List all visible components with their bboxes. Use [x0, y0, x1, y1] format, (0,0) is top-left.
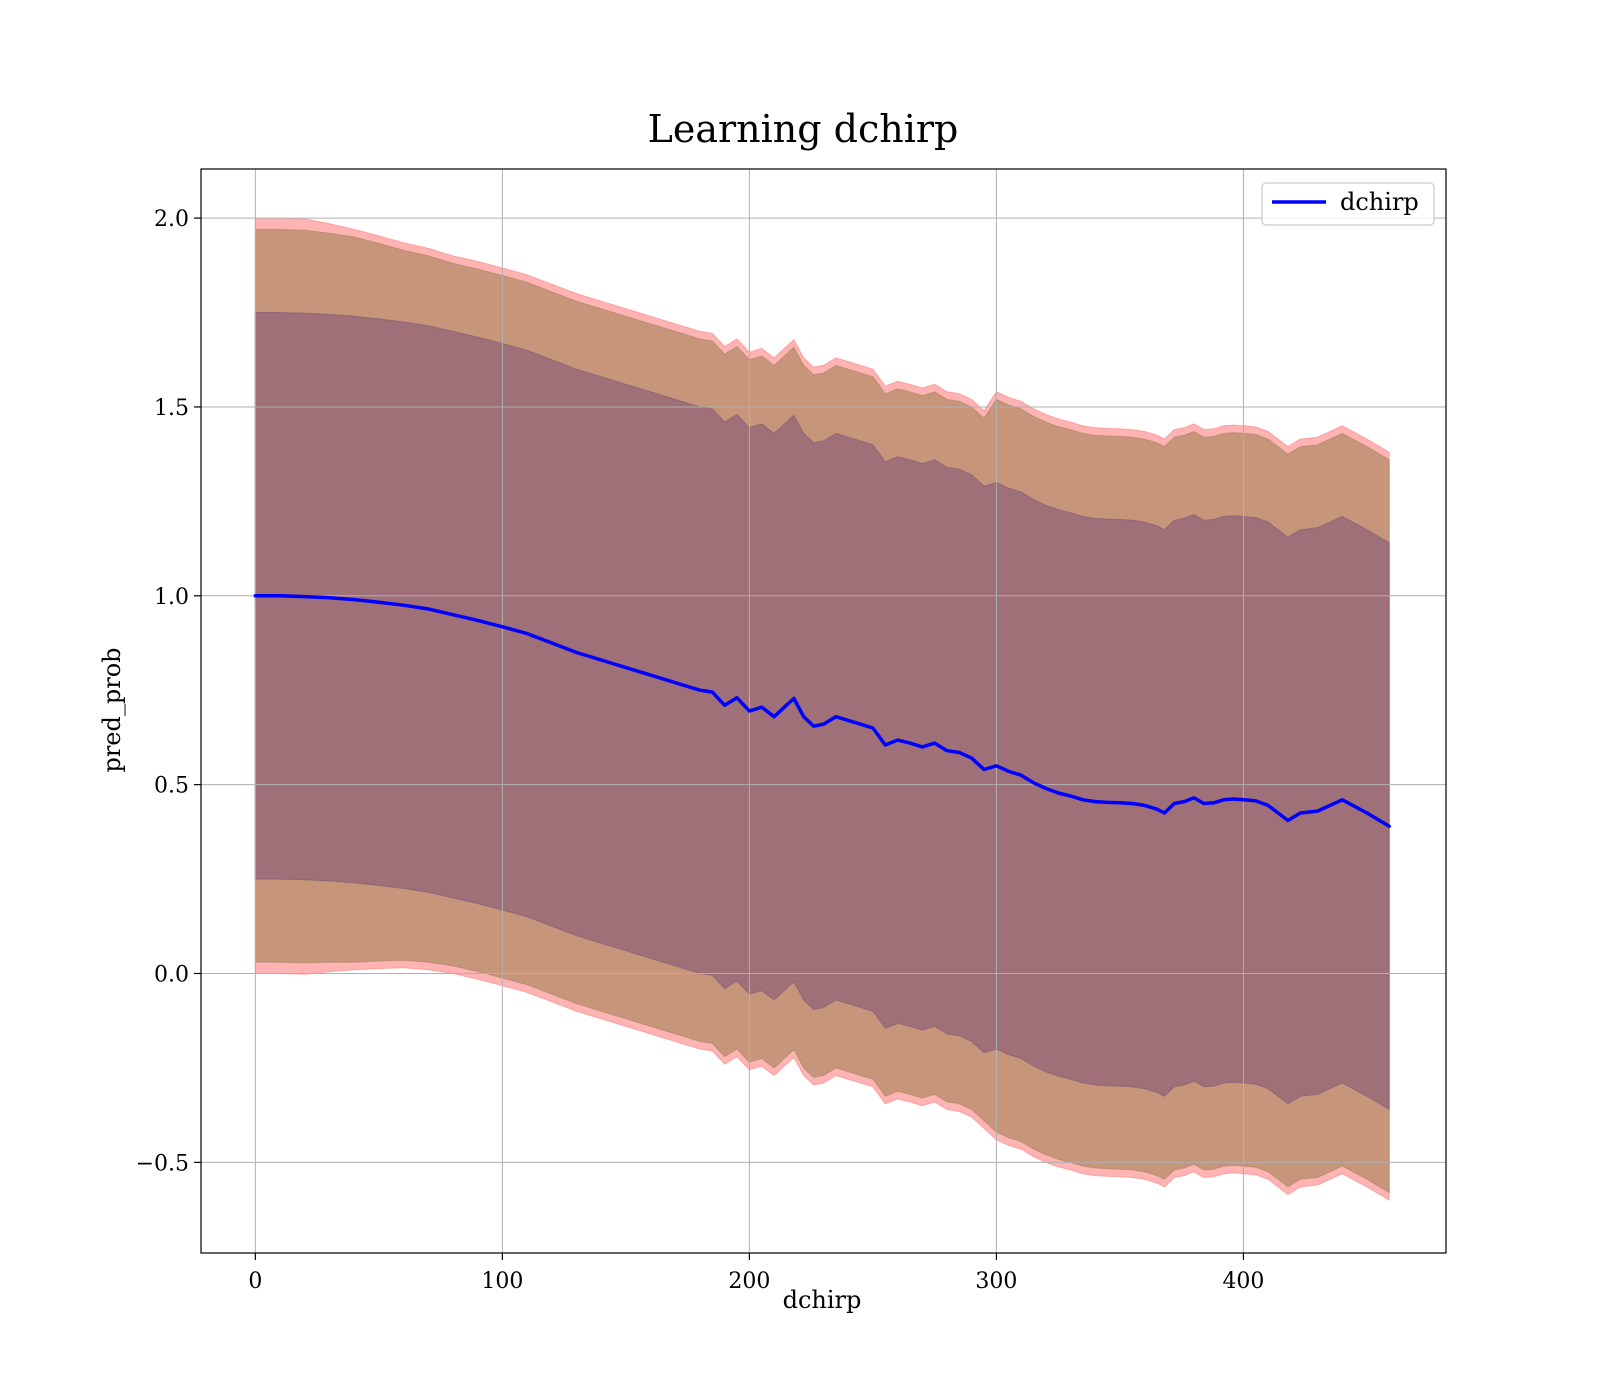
chart-title: Learning dchirp — [648, 107, 959, 151]
x-tick-label-4: 400 — [1222, 1269, 1264, 1294]
x-tick-label-1: 100 — [481, 1269, 523, 1294]
series-lines — [253, 594, 1391, 828]
plot-frame — [200, 168, 1447, 1254]
y-tick-label-4: 1.5 — [154, 396, 189, 421]
y-tick-label-2: 0.5 — [154, 774, 189, 799]
legend-label-dchirp: dchirp — [1340, 188, 1419, 216]
x-tick-label-0: 0 — [248, 1269, 262, 1294]
band-inner-area — [254, 312, 1390, 1111]
x-tick-label-2: 200 — [728, 1269, 770, 1294]
y-axis-label: pred_prob — [98, 647, 126, 772]
x-axis-label: dchirp — [783, 1286, 862, 1314]
y-axis: −0.5 0.0 0.5 1.0 1.5 2.0 — [136, 207, 201, 1176]
x-tick-label-3: 300 — [975, 1269, 1017, 1294]
x-axis: 0 100 200 300 400 — [248, 1253, 1264, 1294]
y-tick-label-0: −0.5 — [136, 1151, 189, 1176]
plot-area — [200, 168, 1447, 1254]
grid — [201, 169, 1446, 1253]
y-tick-label-5: 2.0 — [154, 207, 189, 232]
legend-frame — [1261, 182, 1435, 226]
band-inner — [254, 312, 1390, 1111]
y-tick-label-1: 0.0 — [154, 963, 189, 988]
series-line-dchirp — [253, 594, 1391, 828]
legend: dchirp — [1261, 182, 1435, 226]
y-tick-label-3: 1.0 — [154, 585, 189, 610]
